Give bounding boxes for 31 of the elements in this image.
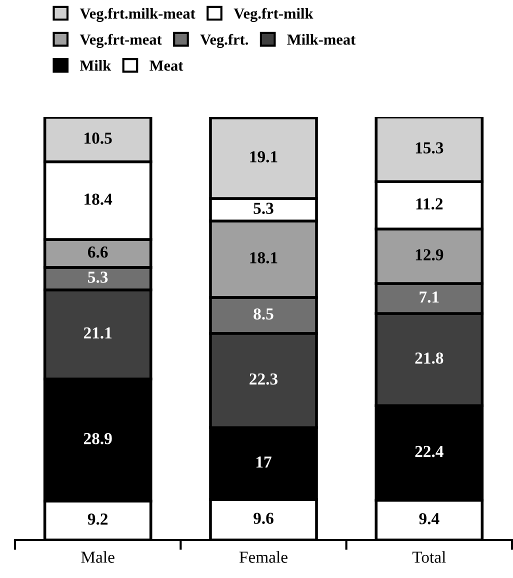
x-tick-label: Total [412, 551, 446, 563]
legend-label: Veg.frt-milk [234, 8, 314, 22]
legend-label: Meat [150, 60, 184, 71]
data-label: 8.5 [254, 308, 274, 320]
legend-label: Veg.frt. [200, 34, 248, 48]
data-label: 28.9 [84, 432, 112, 444]
legend-label: Milk [80, 60, 112, 71]
data-label: 11.2 [416, 198, 443, 210]
data-label: 5.3 [254, 202, 274, 214]
data-label: 21.8 [415, 352, 444, 364]
data-label: 6.6 [88, 246, 108, 258]
data-label: 5.3 [88, 272, 108, 283]
x-tick-label: Male [81, 551, 114, 563]
data-label: 21.1 [84, 327, 112, 339]
data-label: 22.4 [415, 446, 444, 458]
data-label: 10.5 [84, 132, 112, 144]
data-label: 22.3 [250, 373, 278, 385]
data-label: 18.4 [84, 194, 112, 205]
data-label: 19.1 [250, 151, 278, 162]
legend-label: Milk-meat [287, 34, 356, 45]
legend-label: Veg.frt.milk-meat [80, 8, 196, 22]
x-tick-label: Female [239, 551, 288, 563]
data-label: 9.6 [254, 512, 274, 524]
data-label: 12.9 [416, 249, 444, 260]
legend-label: Veg.frt-meat [80, 34, 162, 48]
data-label: 18.1 [250, 252, 278, 264]
data-label: 9.4 [419, 513, 440, 524]
data-label: 17 [256, 456, 272, 468]
data-label: 15.3 [416, 142, 444, 154]
data-label: 7.1 [420, 292, 439, 303]
data-label: 9.2 [88, 514, 108, 525]
